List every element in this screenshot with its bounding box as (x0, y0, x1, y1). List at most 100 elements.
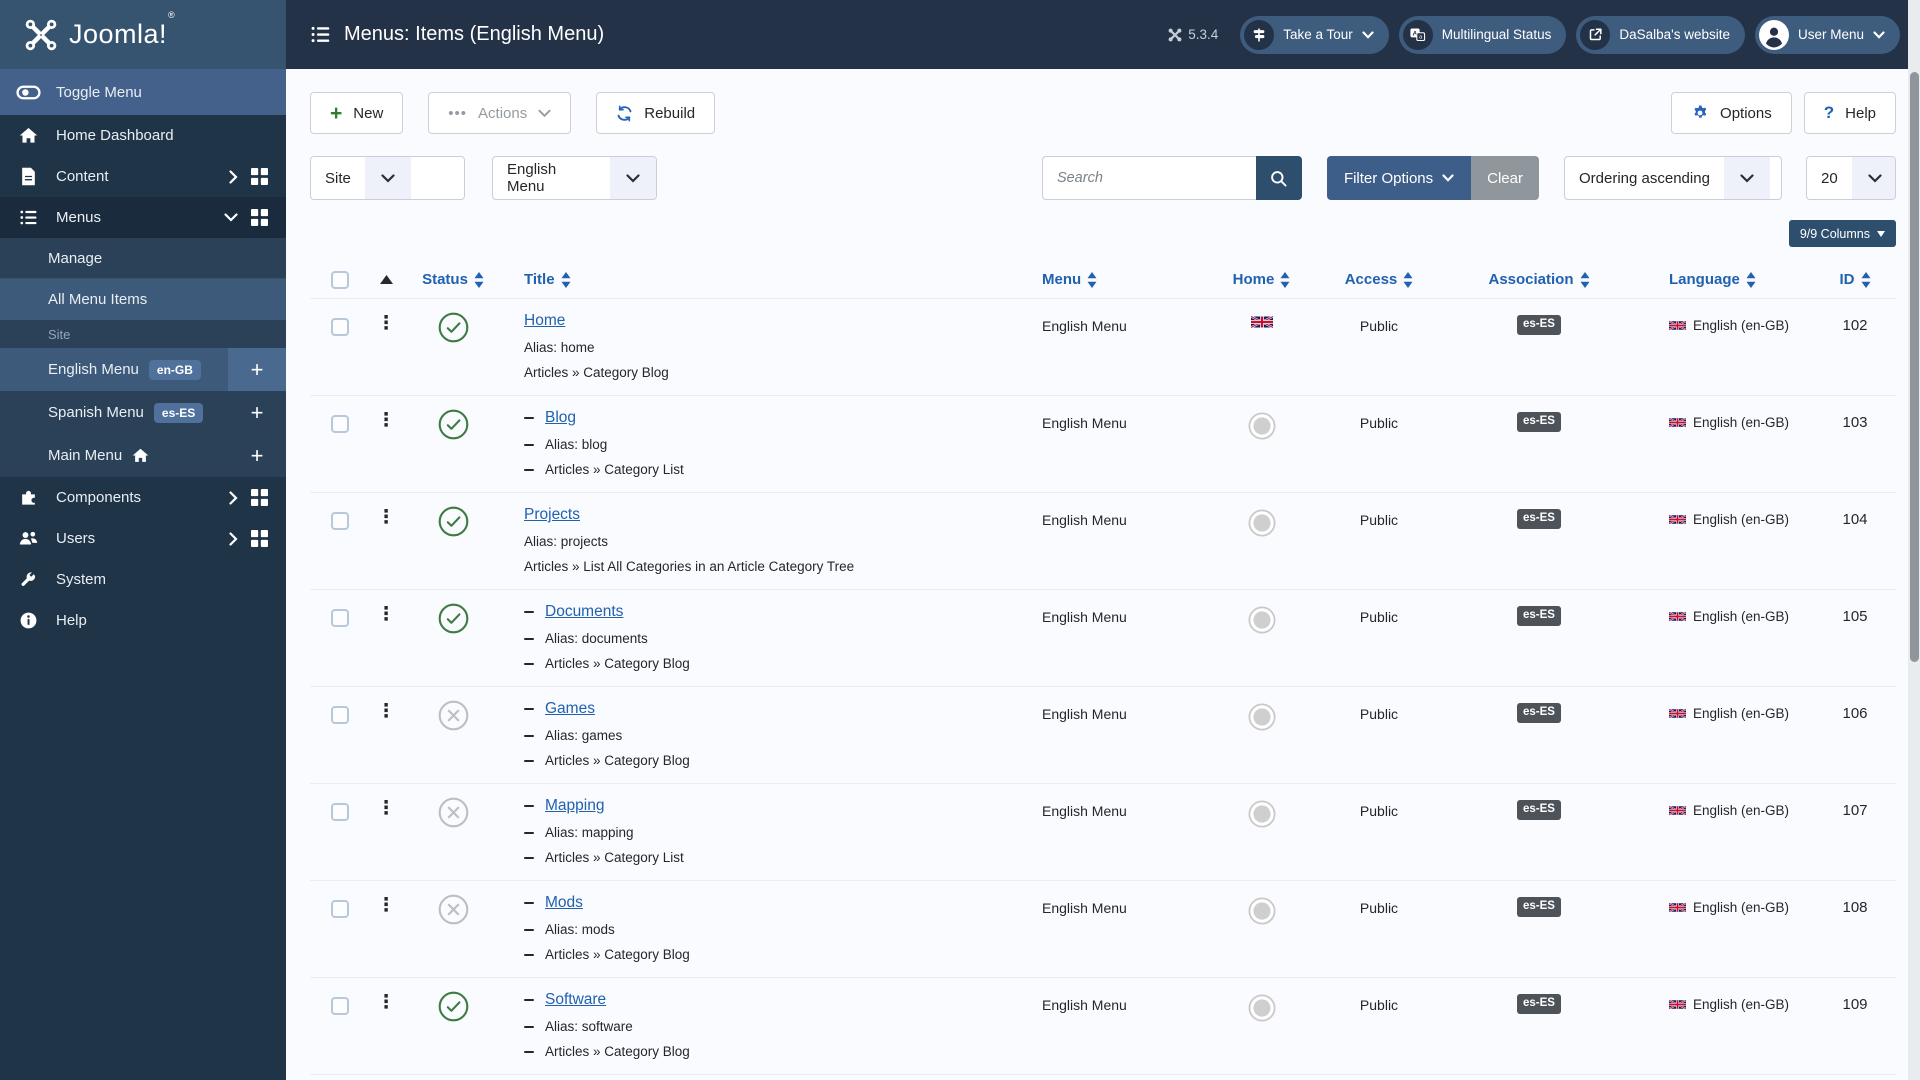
drag-handle-icon[interactable]: ⋮ (376, 798, 396, 819)
menu-item-title-link[interactable]: Games (545, 700, 595, 717)
chevron-right-icon[interactable] (229, 169, 238, 184)
status-unpublished-icon[interactable] (438, 894, 469, 930)
association-badge[interactable]: es-ES (1517, 606, 1561, 626)
sidebar-item-system[interactable]: System (0, 559, 286, 600)
association-badge[interactable]: es-ES (1517, 703, 1561, 723)
sidebar-item-menus[interactable]: Menus (0, 197, 286, 238)
drag-handle-icon[interactable]: ⋮ (376, 507, 396, 528)
id-column-header[interactable]: ID (1814, 271, 1896, 288)
multilingual-status-button[interactable]: A a Multilingual Status (1398, 15, 1567, 54)
sidebar-item-content[interactable]: Content (0, 156, 286, 197)
site-select[interactable]: Site (310, 156, 465, 200)
chevron-right-icon[interactable] (229, 531, 238, 546)
home-unset-icon[interactable] (1247, 994, 1276, 1027)
menu-item-title-link[interactable]: Blog (545, 409, 577, 426)
row-checkbox[interactable] (331, 706, 349, 724)
association-badge[interactable]: es-ES (1517, 994, 1561, 1014)
row-checkbox[interactable] (331, 997, 349, 1015)
home-unset-icon[interactable] (1247, 800, 1276, 833)
sidebar-item-home-dashboard[interactable]: Home Dashboard (0, 115, 286, 156)
home-unset-icon[interactable] (1247, 703, 1276, 736)
user-menu-button[interactable]: User Menu (1754, 15, 1900, 54)
association-badge[interactable]: es-ES (1517, 412, 1561, 432)
drag-handle-icon[interactable]: ⋮ (376, 895, 396, 916)
association-badge[interactable]: es-ES (1517, 315, 1561, 335)
grid-icon[interactable] (251, 209, 268, 226)
menu-item-title-link[interactable]: Home (524, 312, 566, 329)
drag-handle-icon[interactable]: ⋮ (376, 410, 396, 431)
filter-options-button[interactable]: Filter Options (1326, 156, 1472, 200)
row-checkbox[interactable] (331, 512, 349, 530)
status-published-icon[interactable] (438, 409, 469, 445)
home-column-header[interactable]: Home (1224, 271, 1299, 288)
home-unset-icon[interactable] (1247, 509, 1276, 542)
add-menu-item-button[interactable]: + (228, 348, 286, 391)
website-link-button[interactable]: DaSalba's website (1576, 15, 1745, 54)
limit-select[interactable]: 20 (1806, 156, 1896, 200)
row-checkbox[interactable] (331, 900, 349, 918)
home-flag-icon[interactable] (1250, 315, 1273, 333)
menu-item-title-link[interactable]: Projects (524, 506, 580, 523)
status-column-header[interactable]: Status (410, 271, 496, 288)
association-badge[interactable]: es-ES (1517, 800, 1561, 820)
home-unset-icon[interactable] (1247, 606, 1276, 639)
menu-select[interactable]: English Menu (492, 156, 657, 200)
drag-handle-icon[interactable]: ⋮ (376, 701, 396, 722)
status-unpublished-icon[interactable] (438, 797, 469, 833)
title-column-header[interactable]: Title (496, 271, 1034, 288)
status-published-icon[interactable] (438, 506, 469, 542)
menu-item-title-link[interactable]: Mapping (545, 797, 605, 814)
search-input[interactable] (1041, 156, 1256, 200)
add-menu-item-button[interactable]: + (250, 442, 264, 468)
status-unpublished-icon[interactable] (438, 700, 469, 736)
drag-handle-icon[interactable]: ⋮ (376, 992, 396, 1013)
sidebar-item-spanish-menu[interactable]: Spanish Menu es-ES + (0, 391, 286, 434)
page-scrollbar[interactable] (1908, 0, 1920, 1080)
clear-button[interactable]: Clear (1471, 156, 1539, 200)
ordering-select[interactable]: Ordering ascending (1564, 156, 1782, 200)
menu-item-title-link[interactable]: Documents (545, 603, 624, 620)
search-button[interactable] (1255, 156, 1302, 200)
language-column-header[interactable]: Language (1619, 271, 1814, 288)
sidebar-item-all-menu-items[interactable]: All Menu Items (0, 279, 286, 320)
menu-item-title-link[interactable]: Software (545, 991, 607, 1008)
chevron-right-icon[interactable] (229, 490, 238, 505)
association-column-header[interactable]: Association (1459, 271, 1619, 288)
row-checkbox[interactable] (331, 609, 349, 627)
sidebar-item-components[interactable]: Components (0, 477, 286, 518)
sidebar-item-manage[interactable]: Manage (0, 238, 286, 279)
association-badge[interactable]: es-ES (1517, 509, 1561, 529)
scrollbar-thumb[interactable] (1909, 72, 1919, 662)
drag-handle-icon[interactable]: ⋮ (376, 604, 396, 625)
sidebar-item-users[interactable]: Users (0, 518, 286, 559)
add-menu-item-button[interactable]: + (250, 399, 264, 425)
row-checkbox[interactable] (331, 318, 349, 336)
menu-column-header[interactable]: Menu (1034, 271, 1224, 288)
chevron-down-icon[interactable] (224, 213, 238, 222)
grid-icon[interactable] (251, 530, 268, 547)
grid-icon[interactable] (251, 489, 268, 506)
access-column-header[interactable]: Access (1299, 271, 1459, 288)
columns-selector-button[interactable]: 9/9 Columns (1788, 220, 1896, 247)
row-checkbox[interactable] (331, 803, 349, 821)
take-a-tour-button[interactable]: Take a Tour (1240, 15, 1389, 54)
drag-handle-icon[interactable]: ⋮ (376, 313, 396, 334)
new-button[interactable]: + New (310, 92, 404, 134)
select-all-checkbox[interactable] (331, 270, 349, 289)
sidebar-item-main-menu[interactable]: Main Menu + (0, 434, 286, 477)
home-unset-icon[interactable] (1247, 897, 1276, 930)
options-button[interactable]: Options (1671, 92, 1792, 134)
home-unset-icon[interactable] (1247, 412, 1276, 445)
status-published-icon[interactable] (438, 312, 469, 348)
grid-icon[interactable] (251, 168, 268, 185)
sidebar-item-english-menu[interactable]: English Menu en-GB + (0, 348, 286, 391)
sidebar-item-help[interactable]: Help (0, 600, 286, 641)
status-published-icon[interactable] (438, 603, 469, 639)
sidebar-toggle-menu[interactable]: Toggle Menu (0, 69, 286, 115)
actions-button[interactable]: ••• Actions (428, 92, 572, 134)
rebuild-button[interactable]: Rebuild (596, 92, 716, 134)
ordering-column-header[interactable] (362, 275, 410, 284)
association-badge[interactable]: es-ES (1517, 897, 1561, 917)
row-checkbox[interactable] (331, 415, 349, 433)
help-button[interactable]: ? Help (1803, 92, 1896, 134)
